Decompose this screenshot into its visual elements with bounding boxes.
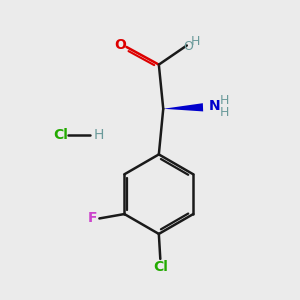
Text: F: F [88, 212, 98, 226]
Text: O: O [114, 38, 126, 52]
Text: H: H [190, 34, 200, 48]
Polygon shape [163, 103, 203, 111]
Text: H: H [220, 94, 229, 107]
Text: H: H [220, 106, 229, 119]
Text: O: O [183, 40, 193, 53]
Text: N: N [208, 99, 220, 113]
Text: H: H [93, 128, 103, 142]
Text: Cl: Cl [153, 260, 168, 274]
Text: Cl: Cl [53, 128, 68, 142]
